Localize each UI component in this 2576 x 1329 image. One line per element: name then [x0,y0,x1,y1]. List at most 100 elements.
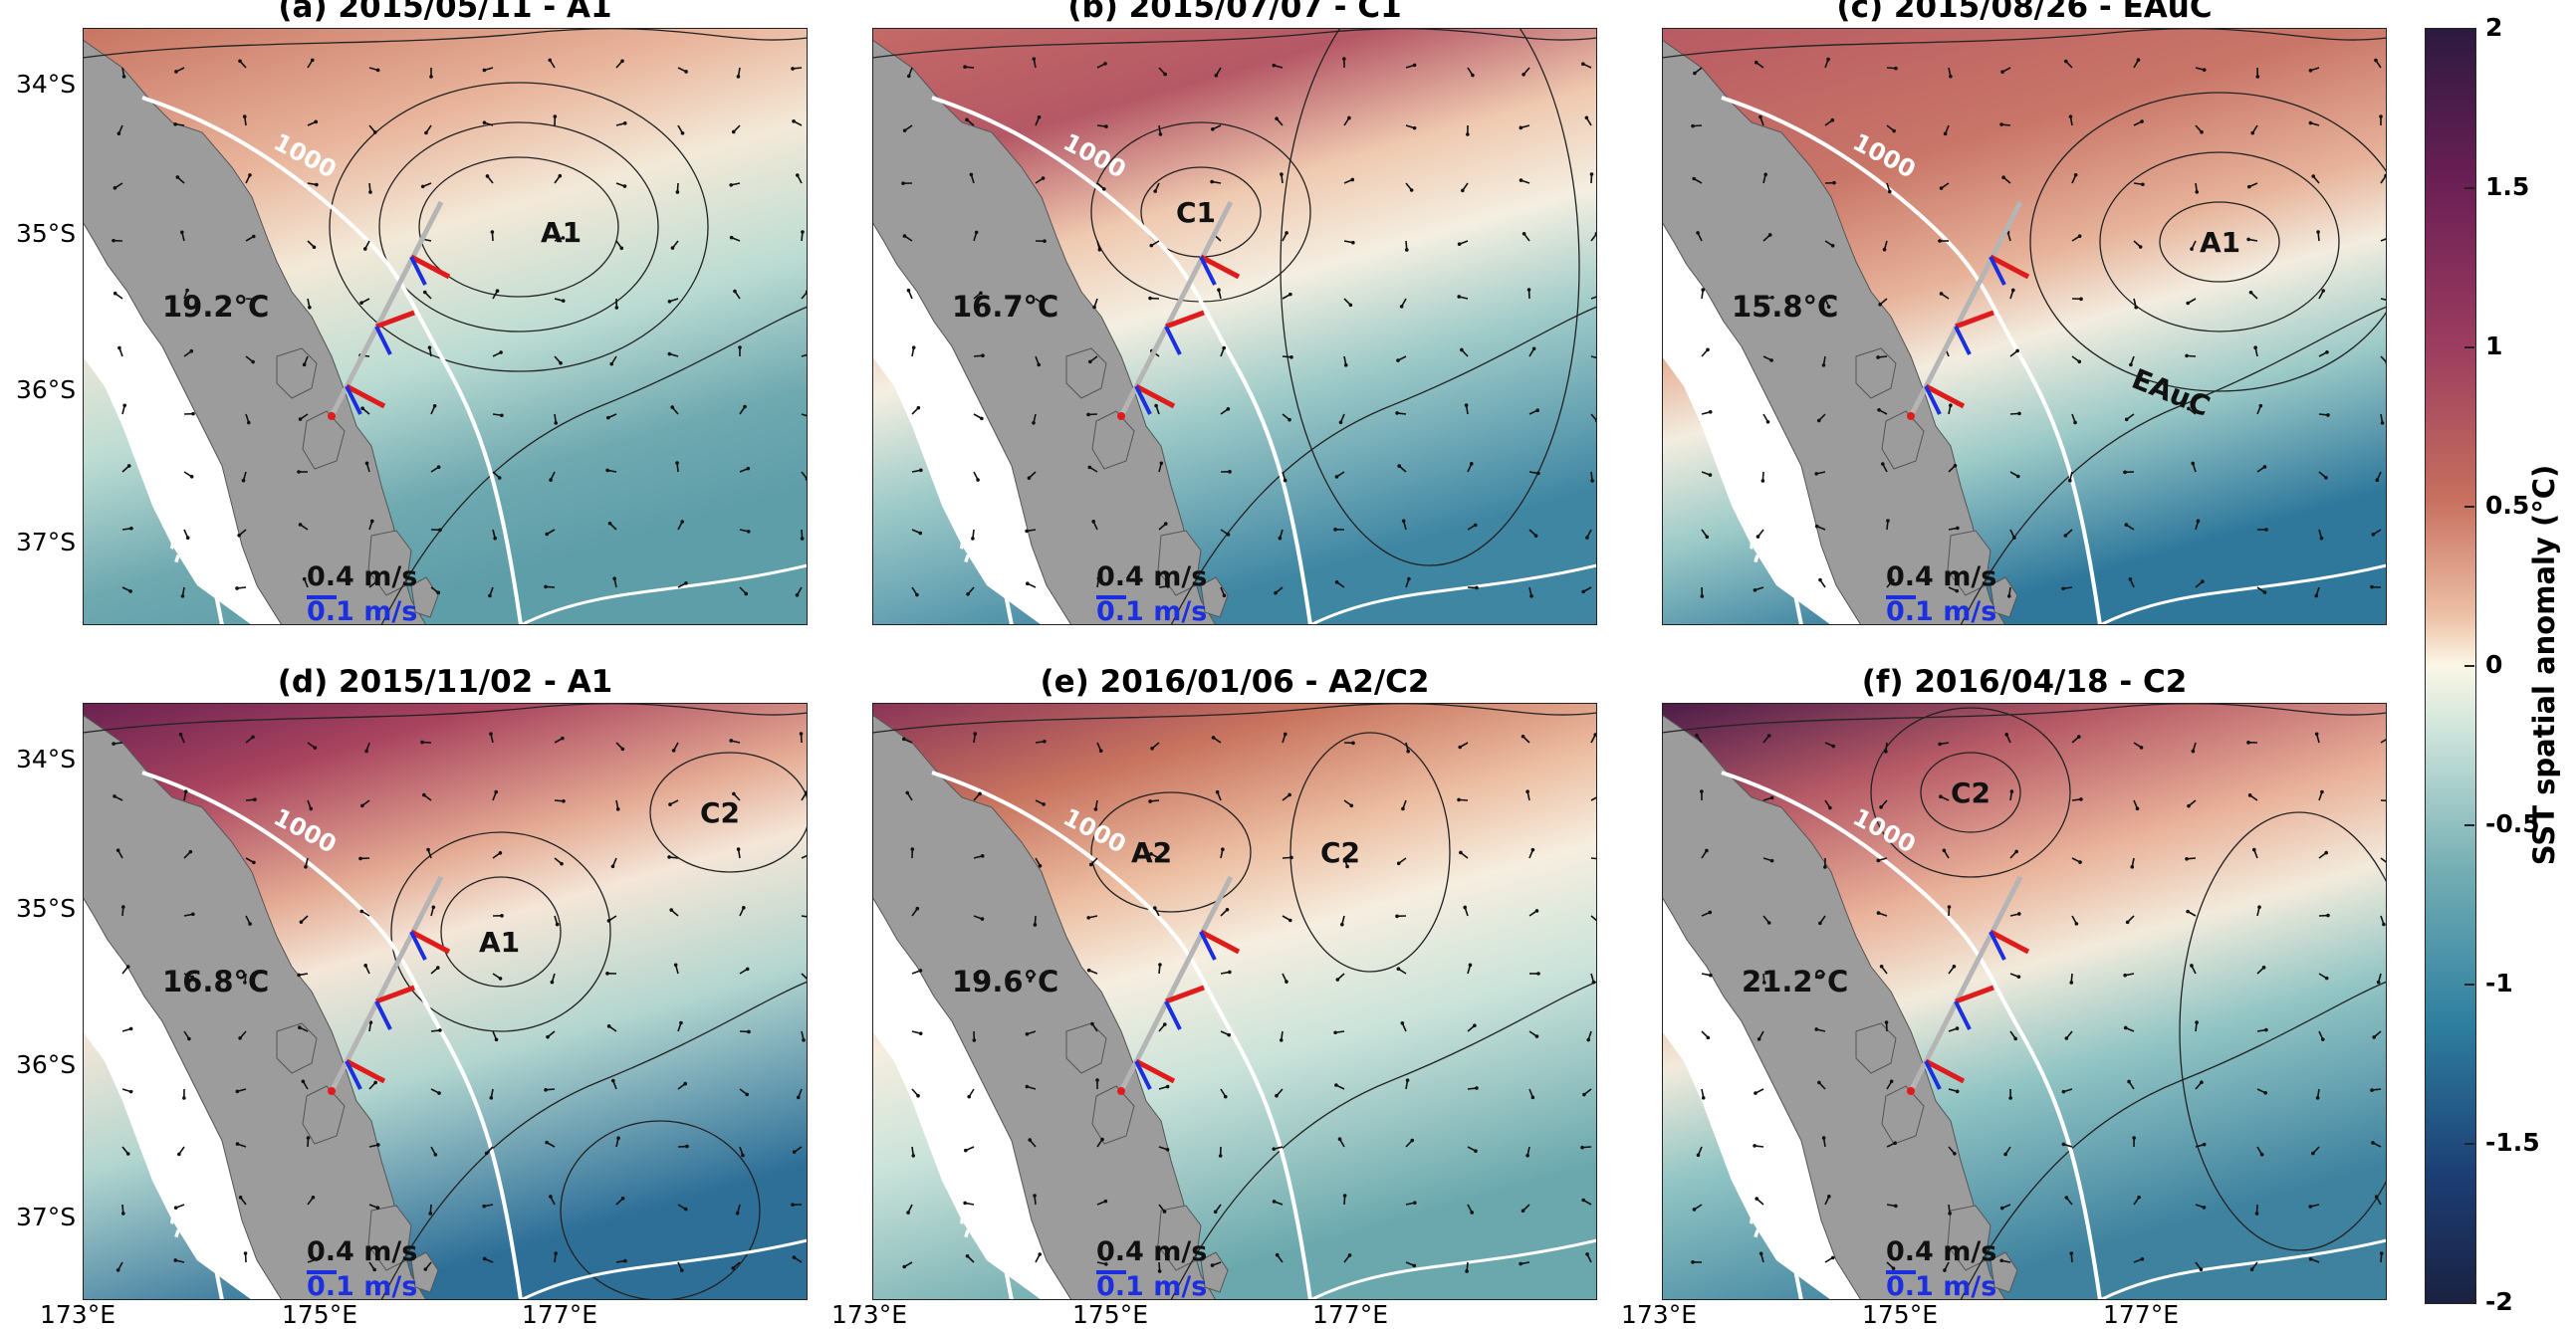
velocity-arrow-head [802,1037,806,1042]
velocity-arrow-head [1165,1084,1170,1089]
velocity-arrow-head [1221,847,1225,851]
velocity-arrow-head [129,526,133,531]
velocity-arrow-head [2191,749,2196,754]
velocity-arrow-head [2061,1089,2066,1094]
velocity-arrow-head [237,533,241,538]
velocity-arrow-head [902,234,907,238]
velocity-arrow-head [2123,973,2127,978]
velocity-arrow-head [1696,231,1700,235]
velocity-arrow-head [1038,863,1043,868]
contour-line [872,703,1597,734]
velocity-arrow-head [1278,536,1283,541]
velocity-arrow-head [2187,803,2191,808]
velocity-arrow-head [1753,587,1757,592]
velocity-arrow-head [2068,114,2073,118]
velocity-arrow-head [1939,186,1944,190]
velocity-arrow-head [302,362,307,367]
velocity-arrow-head [615,807,620,811]
current-vector [1164,1000,1182,1030]
current-vector [345,1060,362,1090]
velocity-arrow-head [1222,593,1227,598]
velocity-arrow-head [1150,746,1154,751]
velocity-arrow-head [1041,176,1046,180]
current-vector [1955,310,1994,330]
velocity-arrow-head [246,420,251,425]
velocity-arrow-head [498,977,503,981]
velocity-arrow-head [2016,975,2021,980]
velocity-arrow-head [1939,292,1944,296]
velocity-arrow-head [1999,1258,2003,1263]
velocity-arrow-head [559,360,563,365]
velocity-arrow-head [1580,1145,1584,1150]
current-vector [1924,1060,1942,1090]
velocity-arrow-head [1814,524,1819,529]
contour-line [2029,92,2387,392]
scale-major-label: 0.4 m/s [1096,1236,1207,1267]
velocity-arrow-head [2124,417,2129,422]
velocity-arrow-head [498,851,503,855]
velocity-arrow-head [792,1150,797,1154]
contour-line [1289,732,1451,973]
current-vector [409,256,427,286]
velocity-arrow-head [1407,576,1411,581]
station-marker [1907,412,1915,420]
velocity-arrow-head [1334,580,1339,584]
velocity-arrow-head [1705,535,1710,540]
contour-line [1920,752,2021,833]
velocity-arrow-head [977,979,982,984]
velocity-arrow-head [667,351,672,356]
velocity-arrow-head [185,288,189,293]
velocity-arrow-head [1288,792,1291,797]
velocity-arrow-head [2064,1036,2069,1040]
velocity-arrow-head [1758,114,1762,119]
mooring-transect [1118,875,1234,1093]
velocity-arrow-head [2196,519,2201,524]
velocity-arrow-head [963,1201,967,1206]
velocity-arrow-head [1530,847,1535,852]
velocity-arrow-head [2251,847,2256,852]
velocity-arrow-head [359,301,363,306]
velocity-arrow-head [128,1026,133,1031]
velocity-arrow-head [302,576,307,581]
lat-tick: 36°S [16,375,77,404]
velocity-arrow-head [1025,1031,1030,1036]
velocity-arrow-head [1887,189,1892,194]
velocity-arrow-head [2129,362,2133,367]
velocity-arrow-head [743,404,747,409]
scale-major-label: 0.4 m/s [1096,561,1207,592]
velocity-arrow-head [2382,922,2386,927]
velocity-arrow-head [1100,1137,1104,1142]
contour-line [83,703,808,734]
velocity-arrow [1590,355,1597,359]
velocity-arrow-head [679,1020,683,1025]
velocity-arrow-head [358,856,362,861]
velocity-arrow-head [490,230,495,234]
colorbar-tick: -2 [2485,1287,2513,1316]
velocity-arrow-head [620,747,625,752]
velocity-arrow-head [1831,744,1836,749]
contour-line [1662,28,2387,59]
velocity-arrow-head [684,580,688,585]
velocity-arrow-head [911,345,916,349]
velocity-arrow-head [685,1144,689,1149]
velocity-arrow-head [2010,288,2015,293]
velocity-arrow-head [1955,588,1960,593]
isobath-line [520,563,808,625]
velocity-arrow-head [2012,536,2016,540]
velocity-arrow-head [310,58,315,63]
velocity-arrow-head [1032,420,1036,425]
panel-title: (a) 2015/05/11 - A1 [278,0,612,25]
velocity-arrow-head [1459,850,1463,855]
velocity-arrow-head [375,1206,380,1211]
island [1065,347,1107,399]
velocity-arrow-head [2264,1027,2268,1032]
velocity-arrow-head [1705,848,1709,853]
velocity-arrow-head [1217,288,1221,293]
velocity-arrow-head [1818,577,1822,582]
island [1200,1251,1229,1293]
contour-line [1960,981,2387,1300]
velocity-arrow-head [191,912,195,917]
velocity-arrow-head [299,920,304,924]
velocity-arrow [801,413,808,417]
